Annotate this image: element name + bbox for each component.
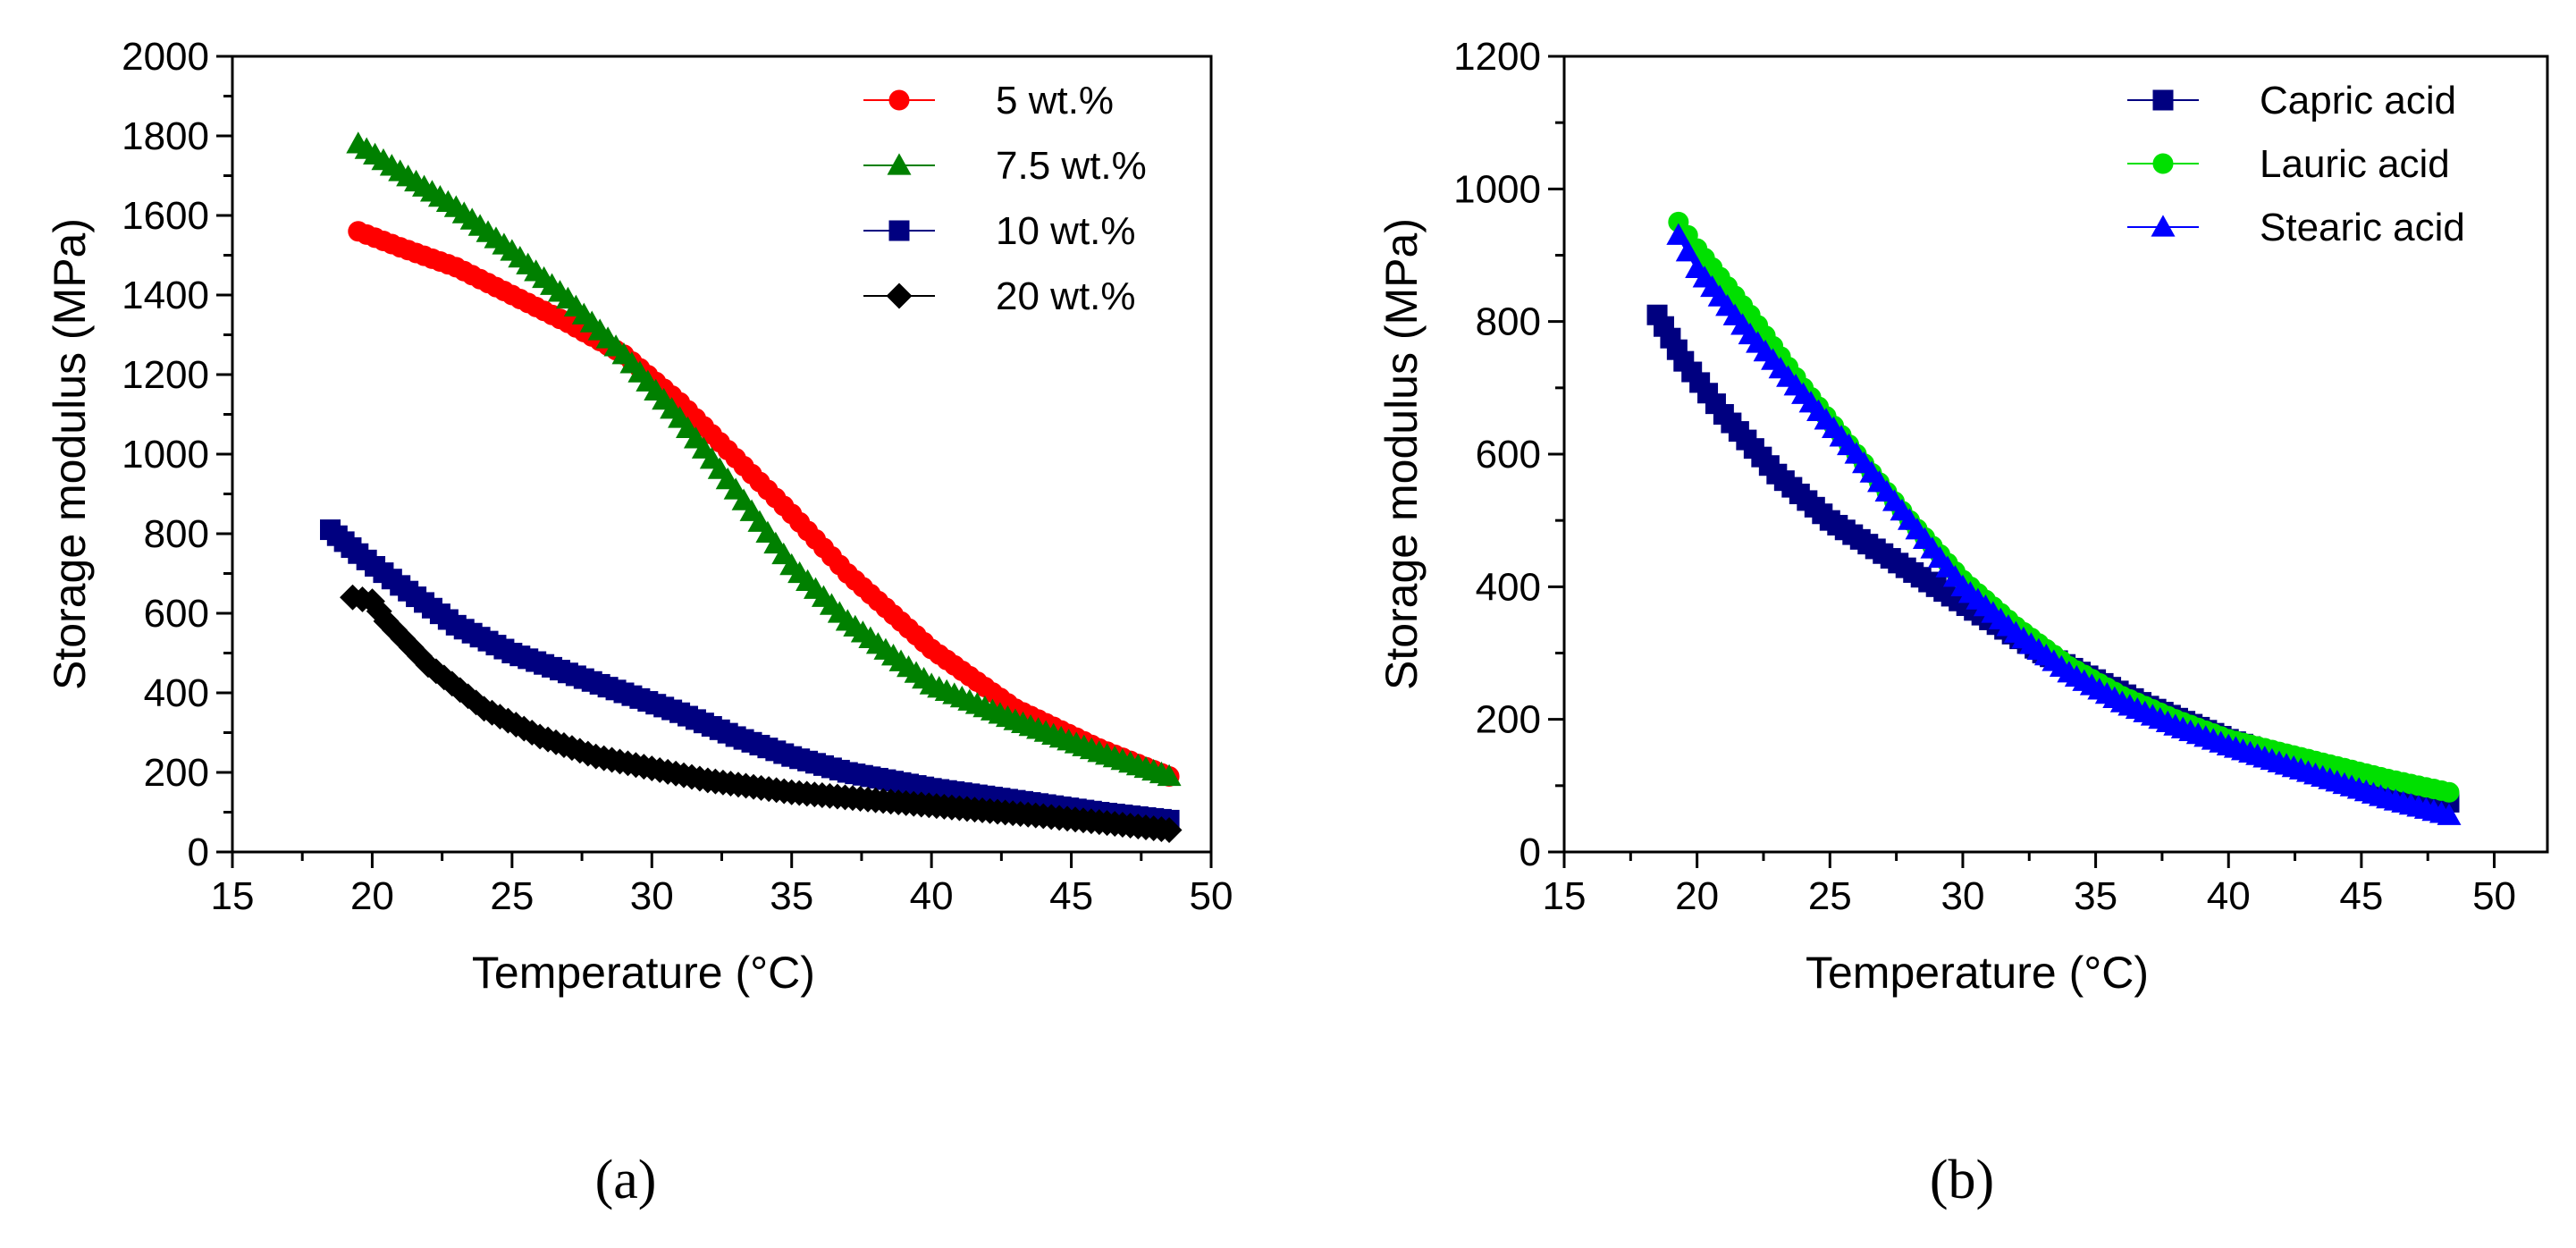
data-point — [1666, 223, 1691, 245]
series-20-wt- — [340, 584, 1183, 843]
y-tick-label: 400 — [1476, 565, 1541, 609]
legend-marker — [2151, 215, 2176, 237]
x-tick-label: 45 — [2339, 874, 2383, 918]
x-tick-label: 15 — [211, 874, 255, 918]
y-tick-label: 200 — [1476, 698, 1541, 742]
y-tick-label: 600 — [144, 592, 209, 636]
x-tick-label: 50 — [2472, 874, 2516, 918]
data-point — [1675, 240, 1700, 262]
x-tick-label: 15 — [1543, 874, 1587, 918]
y-tick-label: 1400 — [122, 274, 209, 317]
x-axis-title: Temperature (°C) — [472, 948, 815, 998]
y-tick-label: 600 — [1476, 433, 1541, 476]
legend-marker — [888, 89, 910, 111]
y-tick-label: 800 — [144, 512, 209, 556]
y-tick-label: 200 — [144, 751, 209, 795]
x-tick-label: 35 — [770, 874, 813, 918]
y-tick-label: 0 — [188, 831, 209, 874]
x-tick-label: 40 — [910, 874, 954, 918]
y-tick-label: 1800 — [122, 114, 209, 158]
data-point — [1157, 763, 1182, 787]
panel-caption: (b) — [1930, 1150, 1994, 1210]
x-tick-label: 30 — [630, 874, 674, 918]
data-point — [1156, 817, 1183, 843]
legend-label: Lauric acid — [2260, 142, 2450, 186]
x-tick-label: 50 — [1190, 874, 1233, 918]
y-tick-label: 1200 — [1453, 35, 1541, 79]
legend-marker — [2152, 89, 2174, 111]
x-tick-label: 35 — [2074, 874, 2117, 918]
y-tick-label: 1000 — [1453, 167, 1541, 211]
legend-label: 7.5 wt.% — [996, 144, 1147, 188]
x-tick-label: 40 — [2207, 874, 2251, 918]
legend-label: 20 wt.% — [996, 274, 1136, 318]
y-tick-label: 0 — [1520, 831, 1541, 874]
y-tick-label: 1000 — [122, 433, 209, 476]
y-tick-label: 1600 — [122, 194, 209, 238]
data-point — [2438, 781, 2460, 803]
x-tick-label: 20 — [350, 874, 394, 918]
y-tick-label: 2000 — [122, 35, 209, 79]
series-7-5-wt- — [346, 131, 1182, 787]
x-axis-title: Temperature (°C) — [1806, 948, 2149, 998]
y-tick-label: 800 — [1476, 300, 1541, 344]
chart-panel-a: 15 20 25 30 35 40 45 50 0 200 400 600 800 1000 1200 140… — [45, 35, 1233, 1210]
x-tick-label: 25 — [490, 874, 534, 918]
x-tick-label: 20 — [1675, 874, 1719, 918]
series-stearic-acid — [1666, 223, 2462, 825]
legend-marker — [887, 153, 912, 175]
legend-marker — [2152, 153, 2174, 174]
panel-caption: (a) — [595, 1150, 657, 1210]
x-tick-label: 45 — [1049, 874, 1093, 918]
data-point — [2437, 803, 2462, 825]
legend-label: Capric acid — [2260, 79, 2456, 122]
x-tick-label: 30 — [1940, 874, 1984, 918]
y-axis-title: Storage modulus (MPa) — [1376, 218, 1427, 690]
chart-panel-b: 15 20 25 30 35 40 45 50 0 200 400 600 800 1000 1200 Tem… — [1376, 35, 2549, 1210]
legend-label: 10 wt.% — [996, 209, 1136, 253]
y-tick-label: 1200 — [122, 353, 209, 397]
x-tick-label: 25 — [1808, 874, 1852, 918]
legend-marker — [886, 282, 913, 309]
legend-marker — [888, 220, 910, 241]
y-tick-label: 400 — [144, 671, 209, 715]
legend-label: Stearic acid — [2260, 206, 2465, 249]
y-axis-title: Storage modulus (MPa) — [45, 218, 95, 690]
legend-label: 5 wt.% — [996, 79, 1114, 122]
